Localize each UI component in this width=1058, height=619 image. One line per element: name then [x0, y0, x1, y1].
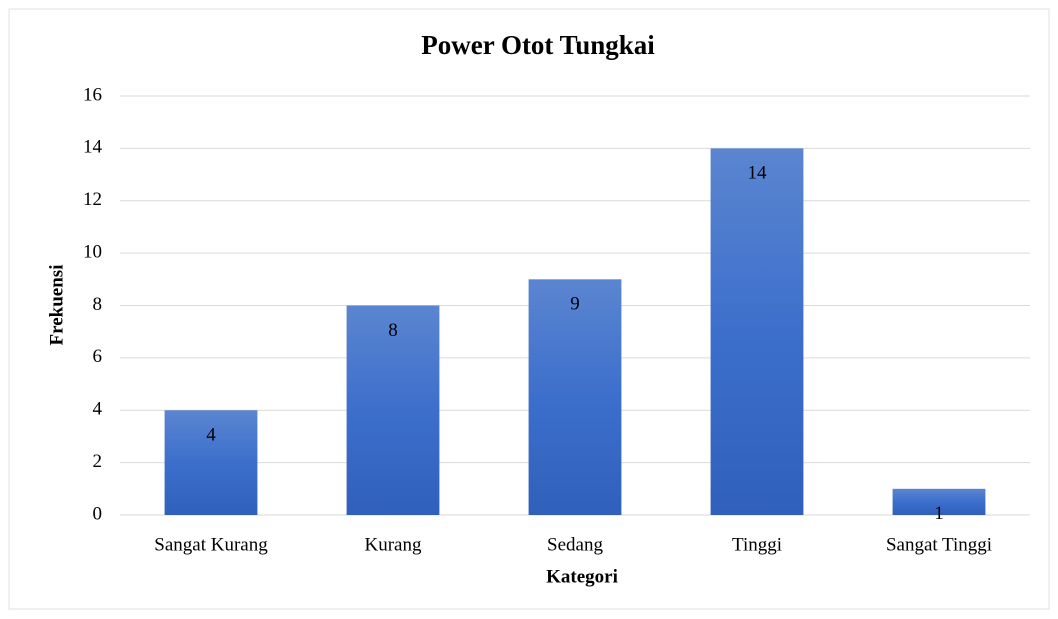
y-tick-label: 10 — [83, 241, 102, 262]
y-tick-label: 4 — [93, 399, 103, 420]
y-tick-label: 6 — [93, 346, 103, 367]
y-tick-label: 8 — [93, 294, 103, 315]
y-axis-label: Frekuensi — [46, 265, 67, 346]
data-label: 1 — [934, 503, 944, 524]
y-tick-label: 16 — [83, 84, 102, 105]
data-label: 9 — [570, 294, 580, 315]
y-tick-label: 2 — [93, 451, 103, 472]
x-tick-label: Sangat Kurang — [154, 534, 268, 555]
data-label: 14 — [748, 163, 768, 184]
chart-border — [8, 8, 1050, 610]
x-tick-label: Kurang — [365, 534, 422, 555]
data-label: 8 — [388, 320, 398, 341]
bar — [346, 305, 440, 515]
y-tick-label: 14 — [83, 137, 103, 158]
x-tick-label: Sangat Tinggi — [886, 534, 992, 555]
bar — [892, 488, 986, 515]
bar — [164, 410, 258, 515]
bar — [528, 279, 622, 515]
x-axis-label: Kategori — [546, 566, 618, 587]
x-tick-label: Tinggi — [732, 534, 782, 555]
y-tick-label: 12 — [83, 189, 102, 210]
data-label: 4 — [206, 425, 216, 446]
x-tick-label: Sedang — [547, 534, 603, 555]
chart-title: Power Otot Tungkai — [421, 30, 655, 60]
y-tick-label: 0 — [93, 503, 103, 524]
bar — [710, 148, 804, 515]
